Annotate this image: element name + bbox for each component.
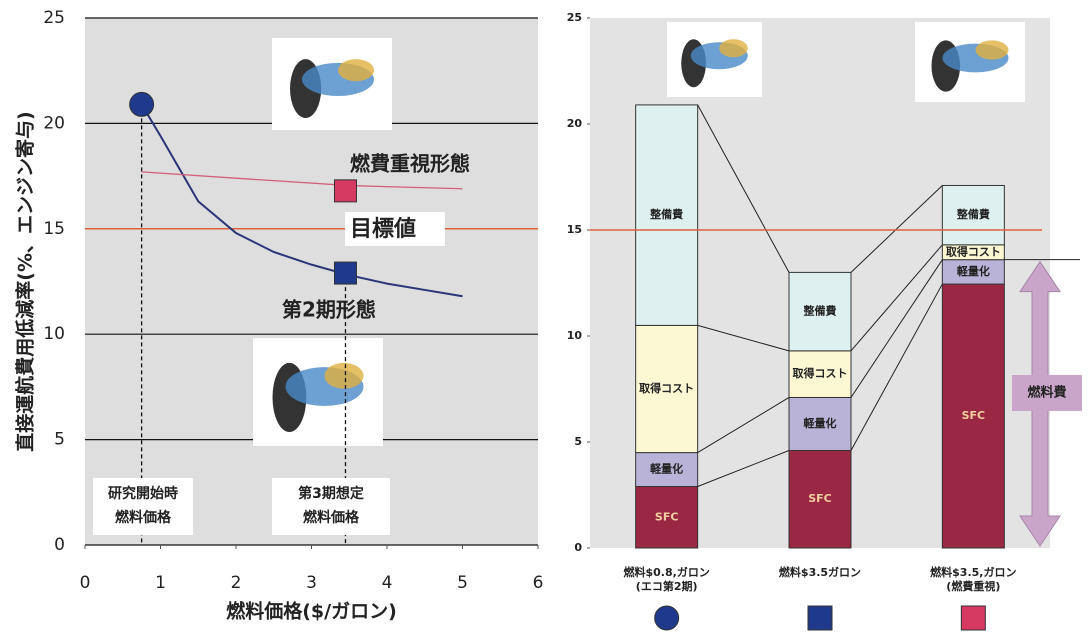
- y-tick-label: 25: [43, 8, 65, 28]
- y-tick-label: 20: [43, 113, 65, 133]
- connector: [850, 283, 943, 451]
- segment-label: SFC: [655, 510, 679, 523]
- connector: [850, 244, 943, 352]
- connector: [850, 185, 943, 273]
- series-line: [140, 103, 463, 298]
- y-tick-label: 15: [567, 223, 582, 236]
- x-tick-label: 4: [382, 573, 393, 593]
- connector: [697, 397, 790, 454]
- engine-parts: [975, 40, 1009, 60]
- x-tick-label: 0: [80, 573, 91, 593]
- segment-label: 軽量化: [650, 462, 683, 476]
- x-tick-label: 3: [306, 573, 317, 593]
- category-label: (エコ第2期): [636, 579, 698, 593]
- y-tick-label: 0: [54, 535, 65, 555]
- y-tick-label: 10: [43, 324, 65, 344]
- segment-label: SFC: [962, 409, 986, 422]
- bar-segment: [941, 283, 1005, 549]
- x-axis-label: 燃料価格($/ガロン): [226, 600, 397, 623]
- segment-label: SFC: [808, 492, 832, 505]
- note-box: [93, 478, 193, 535]
- y-tick-label: 10: [567, 329, 583, 342]
- y-tick-label: 5: [574, 435, 582, 448]
- y-tick-label: 0: [574, 541, 582, 554]
- segment-label: 軽量化: [957, 264, 990, 278]
- x-tick-label: 6: [533, 573, 544, 593]
- category-label: 燃料$3.5ガロン: [778, 565, 861, 579]
- segment-label: 軽量化: [804, 416, 837, 430]
- y-tick-label: 5: [54, 430, 65, 450]
- bracket-box: [1012, 375, 1082, 411]
- segment-label: 整備費: [956, 207, 990, 221]
- series-line: [141, 171, 463, 190]
- bar-segment: [788, 449, 852, 549]
- bracket-label: 燃料費: [1027, 385, 1066, 401]
- engine-parts: [338, 59, 374, 82]
- segment-label: 整備費: [649, 207, 683, 221]
- x-tick-label: 2: [231, 573, 242, 593]
- category-label: 燃料$3.5,ガロン: [929, 565, 1016, 579]
- point-label: 燃費重視形態: [350, 151, 470, 175]
- y-tick-label: 15: [43, 219, 65, 239]
- segment-label: 取得コスト: [639, 381, 694, 395]
- segment-label: 整備費: [803, 304, 837, 318]
- bar-segment: [788, 396, 852, 451]
- target-box: [345, 212, 445, 246]
- point-label: 第2期形態: [282, 298, 376, 322]
- bar-segment: [941, 259, 1005, 285]
- note-text: 第3期想定: [298, 485, 364, 502]
- category-marker: [960, 605, 986, 631]
- connector: [697, 104, 790, 273]
- note-text: 燃料価格: [303, 509, 360, 526]
- connector: [697, 324, 790, 352]
- point: [333, 179, 357, 203]
- x-tick-label: 1: [155, 573, 166, 593]
- target-label: 目標値: [350, 217, 416, 242]
- note-text: 研究開始時: [108, 485, 178, 502]
- category-label: 燃料$0.8,ガロン: [623, 565, 710, 579]
- connector: [697, 450, 790, 487]
- y-tick-label: 25: [567, 11, 582, 24]
- bar-segment: [788, 271, 852, 352]
- category-marker: [807, 605, 833, 631]
- point: [129, 91, 155, 117]
- bar-segment: [941, 184, 1005, 246]
- note-text: 燃料価格: [115, 509, 172, 526]
- category-label: (燃費重視): [946, 579, 1000, 593]
- engine-parts: [324, 362, 364, 389]
- x-tick-label: 5: [457, 573, 468, 593]
- segment-label: 取得コスト: [793, 366, 848, 380]
- category-marker: [654, 605, 680, 631]
- connector: [850, 259, 943, 398]
- y-tick-label: 20: [567, 117, 583, 130]
- note-box: [272, 478, 390, 535]
- engine-parts: [719, 39, 748, 58]
- point: [333, 261, 357, 285]
- bar-segment: [635, 104, 699, 326]
- y-axis-label: 直接運航費用低減率(%、エンジン寄与): [14, 111, 37, 451]
- segment-label: 取得コスト: [946, 244, 1001, 258]
